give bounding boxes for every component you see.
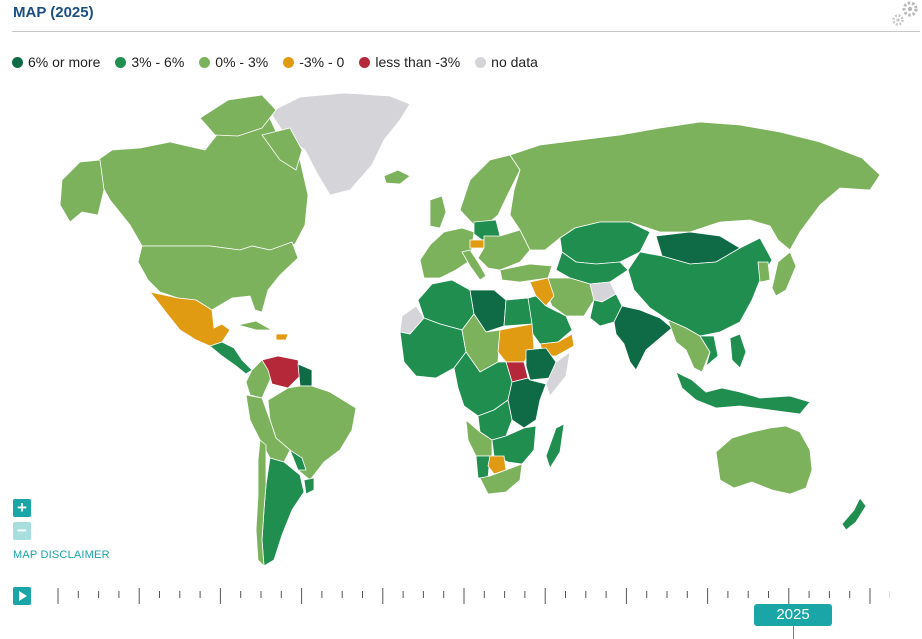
region-baffin[interactable] bbox=[261, 127, 303, 171]
region-south-africa[interactable] bbox=[479, 463, 523, 495]
settings-gear-icon[interactable] bbox=[890, 0, 918, 28]
world-map[interactable] bbox=[0, 85, 922, 575]
region-philippines[interactable] bbox=[729, 333, 747, 369]
region-cuba[interactable] bbox=[237, 320, 274, 331]
region-arctic-islands[interactable] bbox=[199, 94, 277, 137]
region-eastern-europe[interactable] bbox=[477, 229, 531, 271]
region-new-zealand[interactable] bbox=[841, 497, 867, 531]
legend-label: 6% or more bbox=[28, 54, 101, 70]
legend-label: 0% - 3% bbox=[215, 54, 269, 70]
region-central-asia[interactable] bbox=[555, 251, 629, 285]
region-uruguay[interactable] bbox=[303, 477, 315, 495]
region-mexico[interactable] bbox=[148, 291, 231, 347]
legend-label: -3% - 0 bbox=[299, 54, 345, 70]
legend-item: 3% - 6% bbox=[115, 54, 184, 70]
legend-swatch bbox=[359, 56, 371, 68]
region-namibia[interactable] bbox=[475, 455, 491, 479]
legend-label: 3% - 6% bbox=[131, 54, 185, 70]
region-argentina[interactable] bbox=[261, 457, 305, 567]
region-usa[interactable] bbox=[137, 241, 299, 313]
region-se-asia[interactable] bbox=[667, 319, 711, 373]
region-india[interactable] bbox=[613, 305, 673, 371]
region-iceland[interactable] bbox=[383, 169, 411, 185]
legend-label: no data bbox=[491, 54, 538, 70]
map-title: MAP (2025) bbox=[13, 4, 94, 21]
region-vietnam[interactable] bbox=[699, 335, 719, 368]
region-greenland[interactable] bbox=[269, 92, 411, 196]
legend-item: no data bbox=[475, 54, 538, 70]
timeline-slider[interactable] bbox=[50, 586, 890, 626]
legend-item: 6% or more bbox=[12, 54, 100, 70]
region-italy[interactable] bbox=[461, 249, 487, 281]
legend-label: less than -3% bbox=[375, 54, 461, 70]
region-madagascar[interactable] bbox=[545, 423, 565, 469]
region-venezuela[interactable] bbox=[261, 355, 301, 389]
map-disclaimer-link[interactable]: MAP DISCLAIMER bbox=[13, 549, 110, 561]
region-paraguay[interactable] bbox=[289, 448, 307, 471]
legend-swatch bbox=[475, 56, 487, 68]
region-chile[interactable] bbox=[255, 439, 267, 568]
region-hungary[interactable] bbox=[469, 239, 485, 249]
region-canada[interactable] bbox=[94, 107, 309, 251]
year-marker-line bbox=[793, 626, 794, 639]
legend-item: less than -3% bbox=[359, 54, 460, 70]
play-icon bbox=[19, 591, 27, 601]
region-australia[interactable] bbox=[715, 425, 813, 495]
zoom-in-button[interactable]: + bbox=[13, 499, 31, 517]
legend-swatch bbox=[199, 56, 211, 68]
region-russia[interactable] bbox=[509, 121, 881, 251]
play-button[interactable] bbox=[13, 587, 31, 605]
legend-item: -3% - 0 bbox=[283, 54, 344, 70]
region-uk[interactable] bbox=[429, 195, 447, 229]
current-year-badge[interactable]: 2025 bbox=[754, 604, 832, 626]
legend-swatch bbox=[115, 56, 127, 68]
region-alaska[interactable] bbox=[59, 159, 105, 223]
legend-swatch bbox=[283, 56, 295, 68]
region-iraq[interactable] bbox=[529, 277, 555, 307]
region-egypt[interactable] bbox=[503, 297, 533, 327]
region-haiti[interactable] bbox=[275, 333, 289, 341]
title-divider bbox=[12, 31, 920, 32]
region-korea[interactable] bbox=[757, 261, 771, 283]
region-japan[interactable] bbox=[771, 251, 797, 297]
map-legend: 6% or more 3% - 6% 0% - 3% -3% - 0 less … bbox=[12, 54, 553, 70]
legend-item: 0% - 3% bbox=[199, 54, 268, 70]
region-central-america[interactable] bbox=[209, 341, 253, 375]
region-peru-bolivia[interactable] bbox=[245, 394, 291, 463]
region-east-africa[interactable] bbox=[507, 377, 547, 429]
region-china[interactable] bbox=[627, 237, 773, 337]
region-somalia[interactable] bbox=[545, 351, 571, 397]
region-indonesia[interactable] bbox=[675, 371, 811, 415]
region-guyana[interactable] bbox=[297, 363, 313, 387]
zoom-out-button[interactable]: − bbox=[13, 522, 31, 540]
legend-swatch bbox=[12, 56, 23, 68]
